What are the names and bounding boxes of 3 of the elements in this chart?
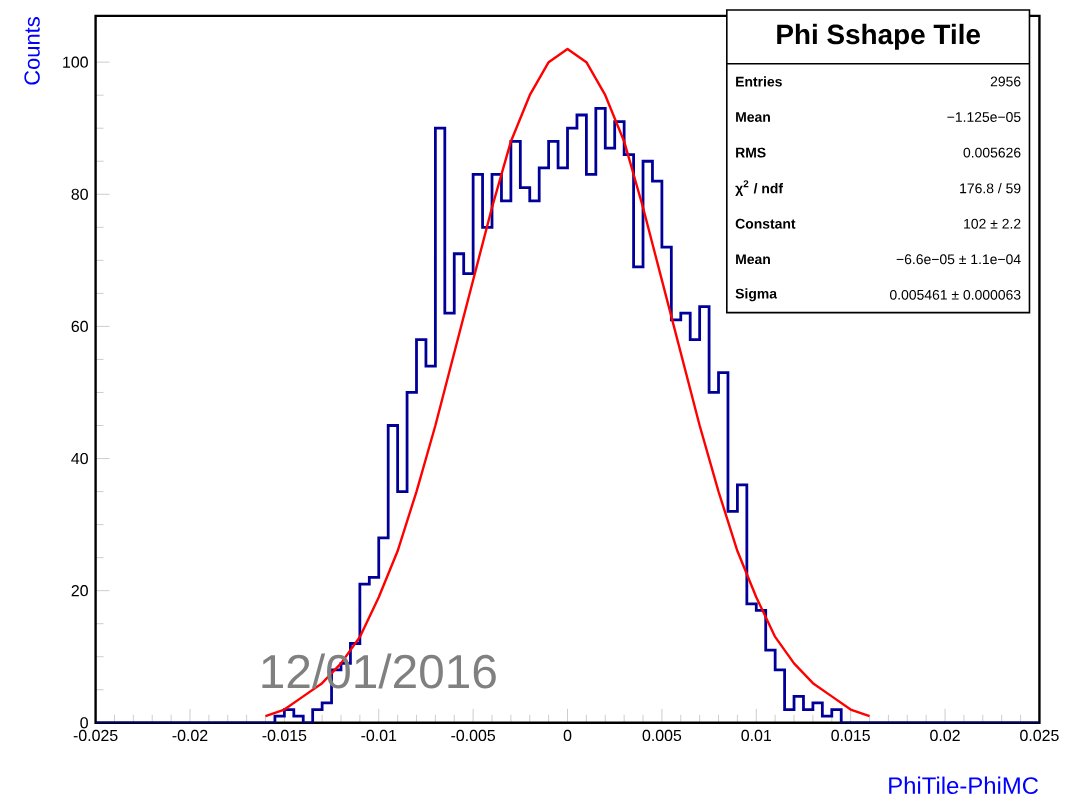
chart-title: Phi Sshape Tile (777, 23, 980, 50)
x-axis-title: PhiTile-PhiMC (889, 776, 1039, 794)
y-axis-title: Counts (24, 16, 40, 85)
